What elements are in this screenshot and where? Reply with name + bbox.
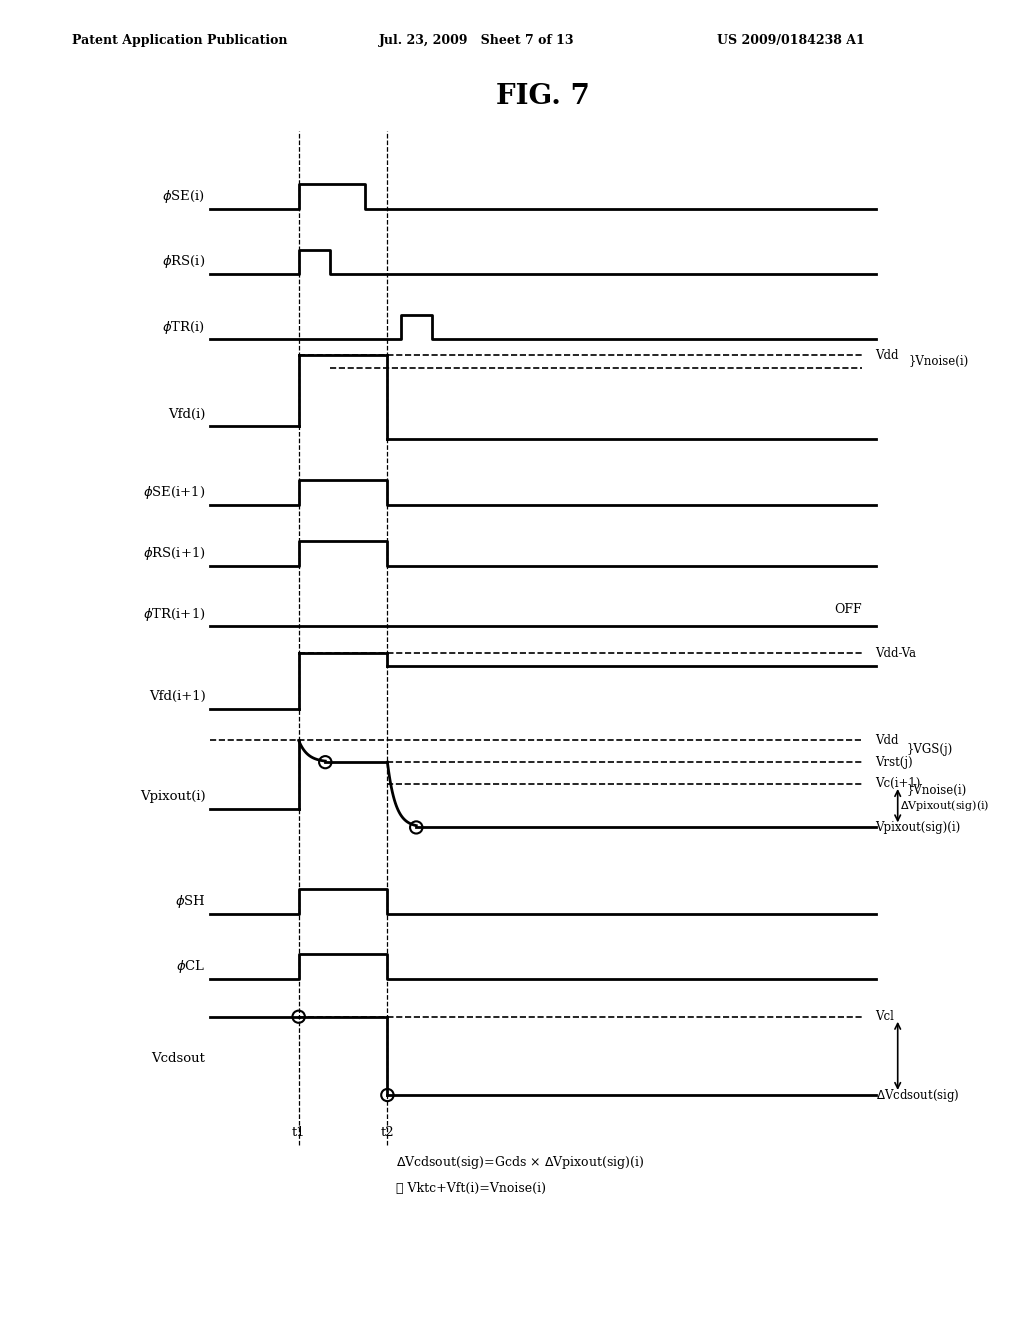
Text: $\phi$TR(i+1): $\phi$TR(i+1) [143, 606, 206, 623]
Text: }Vnoise(i): }Vnoise(i) [906, 784, 967, 797]
Text: $\phi$RS(i+1): $\phi$RS(i+1) [142, 545, 206, 562]
Text: $\phi$TR(i): $\phi$TR(i) [163, 318, 206, 335]
Text: US 2009/0184238 A1: US 2009/0184238 A1 [717, 34, 864, 48]
Text: Patent Application Publication: Patent Application Publication [72, 34, 287, 48]
Text: Vrst(j): Vrst(j) [876, 755, 913, 768]
Text: $\phi$SE(i): $\phi$SE(i) [163, 187, 206, 205]
Text: Vcdsout: Vcdsout [152, 1052, 206, 1064]
Text: Vpixout(i): Vpixout(i) [140, 791, 206, 804]
Text: Vpixout(sig)(i): Vpixout(sig)(i) [876, 821, 961, 834]
Text: }VGS(j): }VGS(j) [906, 743, 952, 755]
Text: $\phi$RS(i): $\phi$RS(i) [162, 253, 206, 271]
Text: Vdd-Va: Vdd-Va [876, 647, 916, 660]
Text: $\phi$SH: $\phi$SH [175, 892, 206, 909]
Text: FIG. 7: FIG. 7 [496, 83, 590, 111]
Text: $\phi$SE(i+1): $\phi$SE(i+1) [143, 484, 206, 500]
Text: $\phi$CL: $\phi$CL [176, 958, 206, 975]
Text: $\Delta$Vcdsout(sig): $\Delta$Vcdsout(sig) [876, 1086, 959, 1104]
Text: $\Delta$Vpixout(sig)(i): $\Delta$Vpixout(sig)(i) [900, 799, 989, 813]
Text: OFF: OFF [835, 603, 862, 616]
Text: ※ Vktc+Vft(i)=Vnoise(i): ※ Vktc+Vft(i)=Vnoise(i) [396, 1183, 546, 1195]
Text: Vfd(i): Vfd(i) [168, 408, 206, 421]
Text: Jul. 23, 2009   Sheet 7 of 13: Jul. 23, 2009 Sheet 7 of 13 [379, 34, 574, 48]
Text: Vcl: Vcl [876, 1010, 894, 1023]
Text: }Vnoise(i): }Vnoise(i) [909, 355, 969, 368]
Text: Vfd(i+1): Vfd(i+1) [148, 690, 206, 704]
Text: Vc(i+1): Vc(i+1) [876, 777, 921, 791]
Text: t2: t2 [381, 1126, 394, 1139]
Text: Vdd: Vdd [876, 734, 899, 747]
Text: t1: t1 [292, 1126, 305, 1139]
Text: Vdd: Vdd [876, 348, 899, 362]
Text: $\Delta$Vcdsout(sig)=Gcds × $\Delta$Vpixout(sig)(i): $\Delta$Vcdsout(sig)=Gcds × $\Delta$Vpix… [396, 1154, 644, 1171]
